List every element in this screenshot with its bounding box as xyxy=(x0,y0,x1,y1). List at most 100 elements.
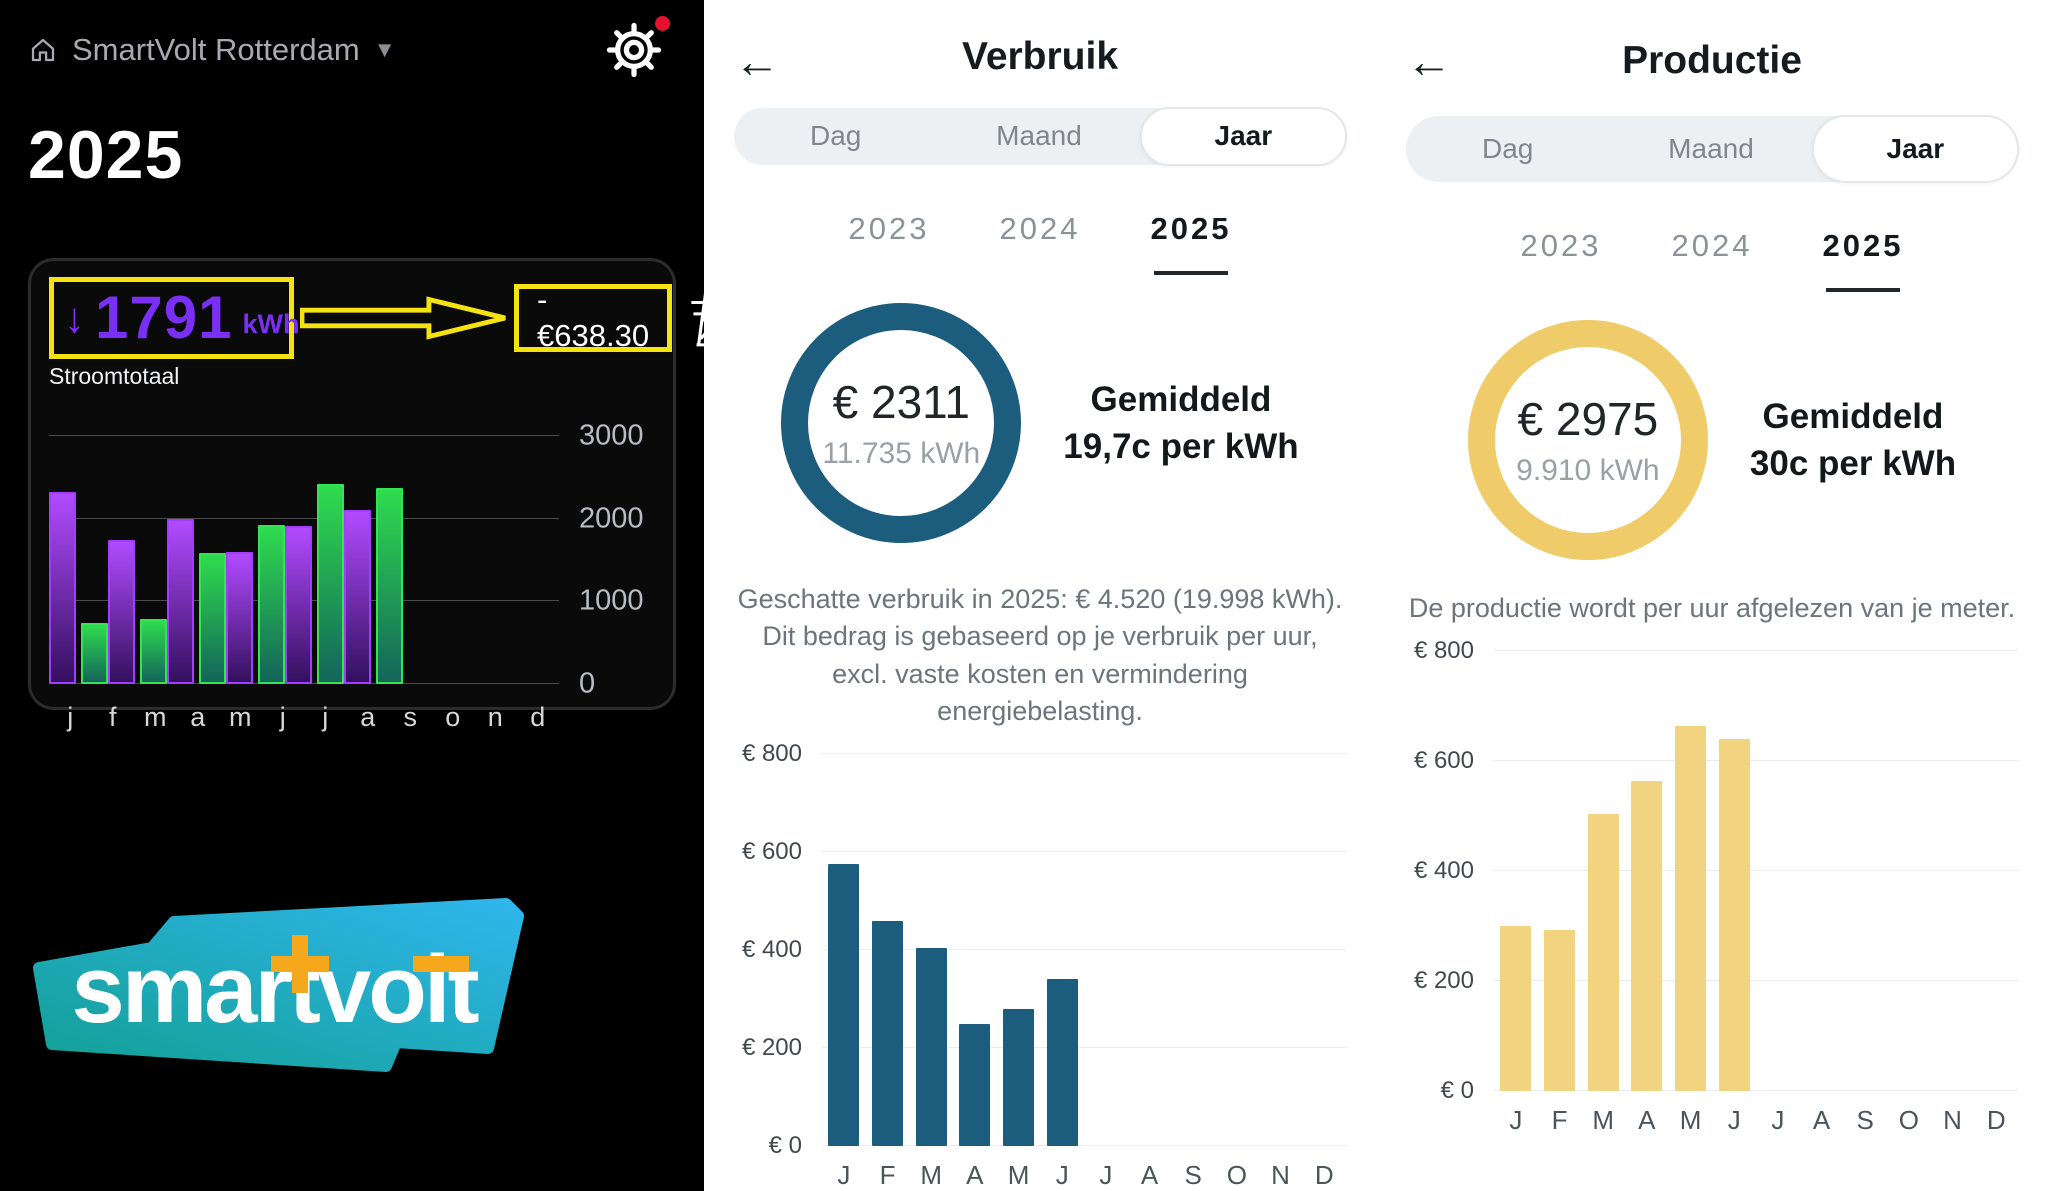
gridline xyxy=(822,949,1346,950)
month-column xyxy=(1756,651,1800,1091)
bar-value[interactable] xyxy=(959,1023,991,1146)
year-2024[interactable]: 2024 xyxy=(999,211,1081,246)
month-column xyxy=(429,436,455,684)
bar-value[interactable] xyxy=(872,920,903,1146)
month-column xyxy=(1302,754,1346,1146)
notification-dot xyxy=(655,16,670,31)
x-axis-label: N xyxy=(1943,1105,1962,1136)
x-axis-label: A xyxy=(966,1160,984,1190)
year-2025[interactable]: 2025 xyxy=(1822,228,1904,263)
y-axis-tick: € 0 xyxy=(768,1132,802,1159)
month-column xyxy=(1625,651,1669,1092)
gridline xyxy=(1494,760,2018,762)
bar-productie[interactable] xyxy=(317,483,344,684)
page-title: 2025 xyxy=(28,117,184,193)
site-selector[interactable]: SmartVolt Rotterdam ▼ xyxy=(28,32,396,68)
bar-value[interactable] xyxy=(1587,813,1619,1092)
x-axis-label: j xyxy=(279,702,286,732)
y-axis-tick: € 200 xyxy=(1413,967,1474,995)
y-axis-tick: 3000 xyxy=(579,419,644,452)
back-button[interactable]: ← xyxy=(734,30,780,92)
month-column xyxy=(1259,754,1303,1146)
bar-value[interactable] xyxy=(1718,739,1750,1092)
logo-t-crossbar xyxy=(413,956,469,972)
month-column xyxy=(285,436,344,684)
month-column xyxy=(1669,651,1713,1092)
gridline xyxy=(1494,870,2018,872)
month-column xyxy=(108,436,167,684)
bar-verbruik[interactable] xyxy=(108,540,135,684)
bar-productie[interactable] xyxy=(376,488,403,684)
smartvolt-logo: smartvolt xyxy=(24,896,524,1096)
year-2025[interactable]: 2025 xyxy=(1150,211,1232,246)
year-2023[interactable]: 2023 xyxy=(848,211,930,246)
bar-verbruik[interactable] xyxy=(167,518,194,684)
bar-verbruik[interactable] xyxy=(285,526,312,684)
y-axis-tick: € 200 xyxy=(741,1034,802,1061)
bar-verbruik[interactable] xyxy=(344,509,371,684)
tab-jaar[interactable]: Jaar xyxy=(1811,115,2019,183)
month-column xyxy=(909,754,953,1146)
gridline xyxy=(822,1145,1346,1146)
logo-plus-vertical xyxy=(292,935,308,993)
bar-value[interactable] xyxy=(1500,926,1532,1092)
month-column xyxy=(1931,651,1975,1091)
chart-plot-area: € 0 € 200 € 400 € 600 € 800 xyxy=(742,742,1346,1158)
average-block: Gemiddeld 30c per kWh xyxy=(1750,393,1956,488)
tab-jaar[interactable]: Jaar xyxy=(1139,106,1347,166)
y-axis-tick: 1000 xyxy=(579,584,644,617)
bar-value[interactable] xyxy=(915,947,947,1146)
tab-maand[interactable]: Maand xyxy=(996,120,1082,152)
tab-maand[interactable]: Maand xyxy=(1668,133,1754,164)
bar-productie[interactable] xyxy=(199,553,226,684)
total-amount: € 2975 xyxy=(1517,393,1659,445)
back-button[interactable]: ← xyxy=(1406,30,1452,92)
bar-productie[interactable] xyxy=(140,618,167,684)
x-axis-label: f xyxy=(108,702,117,732)
description-text: Geschatte verbruik in 2025: € 4.520 (19.… xyxy=(737,584,1343,726)
x-axis-label: S xyxy=(1184,1160,1202,1190)
bar-verbruik[interactable] xyxy=(49,492,76,684)
highlight-box-cost: -€638.30 xyxy=(514,282,673,353)
bars-layer xyxy=(49,436,559,684)
bar-productie[interactable] xyxy=(258,524,285,684)
card-top-row: ↓ 1791 kWh -€638.30 xyxy=(49,277,728,359)
bar-value[interactable] xyxy=(1046,979,1078,1146)
bar-value[interactable] xyxy=(1544,930,1575,1092)
y-axis-tick: € 0 xyxy=(1440,1077,1474,1105)
bar-productie[interactable] xyxy=(81,622,108,684)
bar-verbruik[interactable] xyxy=(226,551,253,684)
bar-value[interactable] xyxy=(1003,1008,1035,1146)
year-2024[interactable]: 2024 xyxy=(1671,228,1753,263)
tab-dag[interactable]: Dag xyxy=(1481,133,1534,164)
bar-value[interactable] xyxy=(1631,780,1663,1092)
year-2023[interactable]: 2023 xyxy=(1520,228,1602,263)
gridline xyxy=(1494,1090,2018,1092)
month-column xyxy=(997,754,1041,1146)
month-column xyxy=(49,436,108,684)
x-axis-label: F xyxy=(1551,1105,1568,1136)
gridline xyxy=(49,435,559,436)
tab-dag[interactable]: Dag xyxy=(809,120,862,152)
month-column xyxy=(507,436,533,684)
bar-value[interactable] xyxy=(828,864,860,1146)
gridline xyxy=(822,851,1346,852)
total-ring: € 2311 11.735 kWh xyxy=(781,303,1022,543)
x-axis-label: J xyxy=(1727,1105,1741,1136)
description-text: De productie wordt per uur afgelezen van… xyxy=(1408,593,2016,623)
month-column xyxy=(533,436,559,684)
bars-layer xyxy=(1494,651,2018,1092)
panel-title: Verbruik xyxy=(961,34,1119,78)
month-column xyxy=(455,436,481,684)
bar-value[interactable] xyxy=(1675,725,1707,1092)
month-column xyxy=(344,436,403,684)
gridline xyxy=(1494,980,2018,982)
stroomtotaal-card[interactable]: ↓ 1791 kWh -€638.30 xyxy=(28,258,728,732)
settings-button[interactable] xyxy=(606,16,670,78)
power-pylon-icon xyxy=(691,289,728,347)
chart-plot-area: 0 1000 2000 3000 xyxy=(49,421,644,698)
